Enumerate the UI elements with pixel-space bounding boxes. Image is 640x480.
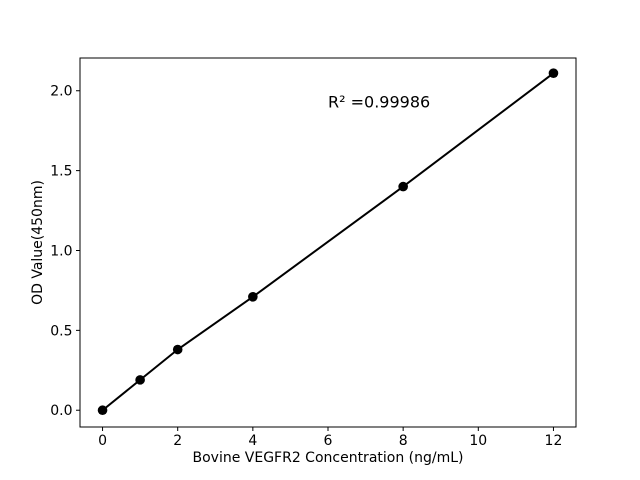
x-tick-label: 2 bbox=[173, 433, 182, 449]
x-tick-label: 0 bbox=[98, 433, 107, 449]
y-tick-label: 0.0 bbox=[50, 403, 72, 419]
x-axis-ticks: 0 2 4 6 8 10 12 bbox=[98, 427, 562, 449]
y-axis-ticks: 0.0 0.5 1.0 1.5 2.0 bbox=[50, 84, 80, 419]
y-tick-label: 2.0 bbox=[50, 84, 72, 100]
x-tick-label: 10 bbox=[469, 433, 487, 449]
data-point bbox=[548, 68, 559, 78]
data-point bbox=[97, 405, 108, 416]
data-point bbox=[398, 181, 408, 192]
data-line bbox=[101, 72, 555, 412]
x-tick-label: 6 bbox=[324, 433, 333, 449]
data-point bbox=[135, 375, 145, 385]
x-axis-label: Bovine VEGFR2 Concentration (ng/mL) bbox=[192, 450, 463, 466]
y-tick-label: 0.5 bbox=[50, 323, 72, 339]
y-tick-label: 1.0 bbox=[50, 243, 72, 259]
data-point bbox=[172, 344, 183, 355]
y-axis-label: OD Value(450nm) bbox=[30, 180, 46, 305]
x-tick-label: 12 bbox=[545, 433, 563, 449]
data-point bbox=[248, 292, 258, 302]
y-tick-label: 1.5 bbox=[50, 164, 72, 180]
r-squared-annotation: R² =0.99986 bbox=[328, 92, 430, 111]
x-tick-label: 4 bbox=[248, 433, 257, 449]
x-tick-label: 8 bbox=[399, 433, 408, 449]
data-series bbox=[97, 68, 559, 416]
